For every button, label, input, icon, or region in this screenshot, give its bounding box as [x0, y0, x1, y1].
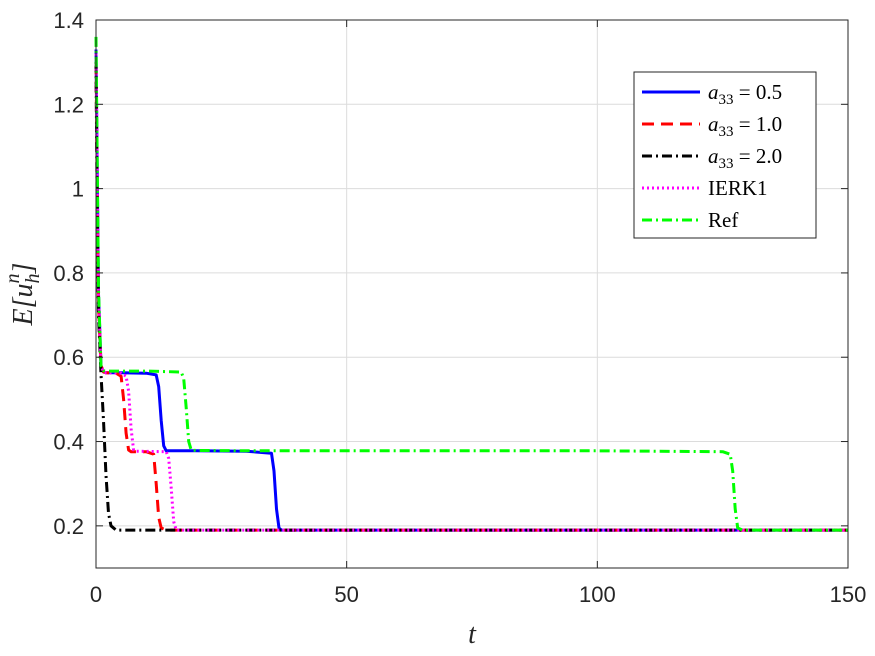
series-line-2 — [94, 62, 848, 532]
series-layer — [94, 36, 848, 532]
series-line-5 — [94, 36, 848, 532]
axis-ticks — [95, 19, 849, 568]
x-tick-label: 100 — [579, 582, 616, 607]
legend-label-5: Ref — [708, 208, 738, 232]
legend: a33 = 0.5 a33 = 1.0 a33 = 2.0 IERK1 Ref — [633, 71, 817, 239]
x-tick-label: 0 — [90, 582, 102, 607]
y-axis-label: E[uhn] — [2, 263, 44, 327]
y-tick-label: 1 — [72, 177, 84, 202]
y-tick-label: 0.2 — [53, 514, 84, 539]
y-tick-label: 0.8 — [53, 261, 84, 286]
x-axis-label: t — [468, 619, 477, 650]
x-tick-label: 50 — [334, 582, 358, 607]
y-tick-label: 1.4 — [53, 8, 84, 33]
legend-label-4: IERK1 — [708, 176, 768, 200]
plot-frame — [95, 19, 849, 569]
legend-label-1: a33 = 0.5 — [708, 80, 782, 108]
series-line-4 — [94, 53, 848, 532]
y-tick-label: 0.4 — [53, 430, 84, 455]
x-tick-label: 150 — [830, 582, 867, 607]
y-tick-label: 0.6 — [53, 345, 84, 370]
legend-label-3: a33 = 2.0 — [708, 144, 782, 172]
tick-labels: 0 50 100 150 0.2 0.4 0.6 0.8 1 1.2 1.4 — [53, 8, 866, 607]
legend-label-2: a33 = 1.0 — [708, 112, 782, 140]
y-tick-label: 1.2 — [53, 92, 84, 117]
